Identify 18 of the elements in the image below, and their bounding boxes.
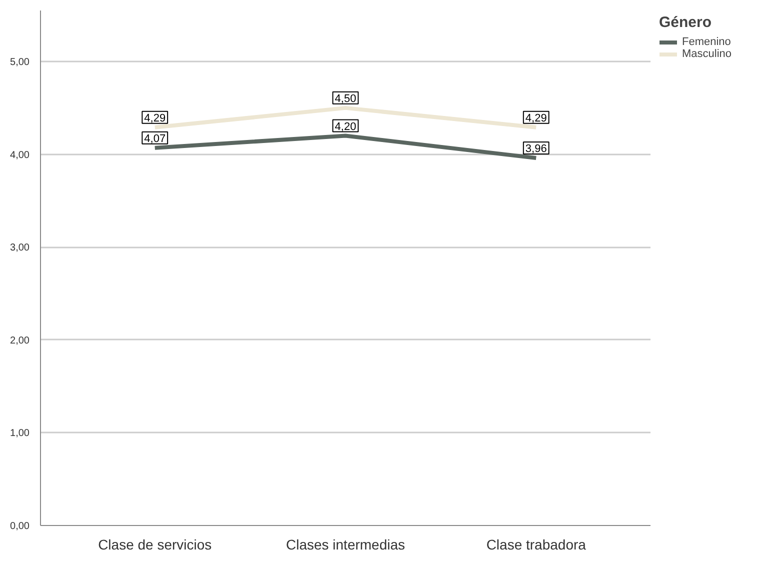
y-tick-label: 3,00	[10, 242, 30, 254]
data-label: 4,29	[525, 112, 547, 124]
data-label: 4,20	[334, 120, 356, 133]
y-tick-label: 4,00	[10, 150, 30, 161]
y-tick-label: 0,00	[10, 521, 30, 532]
y-tick-label: 1,00	[10, 428, 30, 440]
x-tick-label: Clase trabadora	[486, 536, 586, 552]
data-label: 4,07	[144, 132, 166, 145]
y-tick-label: 2,00	[10, 335, 30, 346]
data-label: 4,50	[334, 92, 356, 105]
y-tick-label: 5,00	[10, 57, 30, 68]
x-tick-label: Clases intermedias	[286, 536, 406, 552]
x-tick-label: Clase de servicios	[98, 536, 212, 552]
data-label: 4,29	[144, 112, 166, 124]
legend-title: Género	[659, 14, 713, 31]
legend-label: Femenino	[682, 36, 731, 48]
legend-label: Masculino	[682, 48, 732, 60]
data-label: 3,96	[525, 143, 547, 156]
